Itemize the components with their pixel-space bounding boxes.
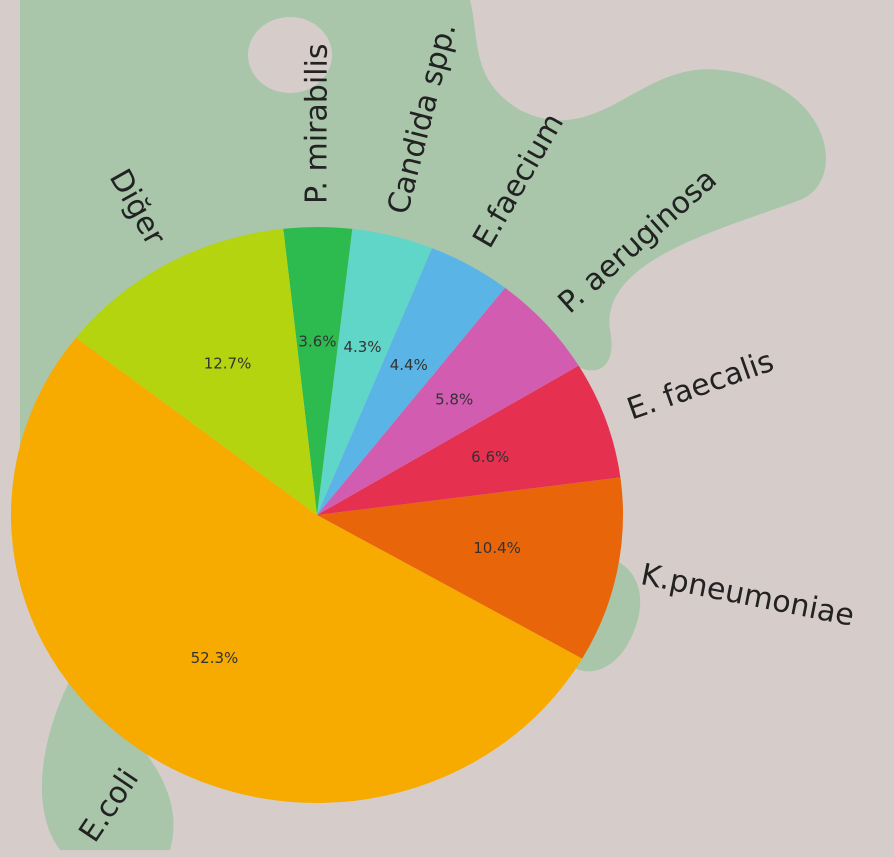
value-label: 6.6% [471,448,509,466]
value-label: 5.8% [435,391,473,409]
pie-slice [317,477,624,659]
value-label: 4.4% [390,356,428,374]
pie-slice [75,228,317,516]
value-label: 3.6% [298,333,336,351]
value-label: 4.3% [343,338,381,356]
value-label: 12.7% [204,355,252,373]
pie-slice [317,248,506,515]
value-label: 52.3% [191,649,239,667]
pie-slice [317,228,433,515]
blob-hole [248,17,332,93]
pie-slice [283,227,353,516]
category-label: E. faecalis [623,344,779,428]
value-label: 10.4% [473,539,521,557]
category-label: P. mirabilis [299,43,334,204]
category-label: K.pneumoniae [638,557,857,633]
pie-slice [11,337,583,803]
pie-slice [317,365,621,515]
pie-slice [317,287,579,515]
